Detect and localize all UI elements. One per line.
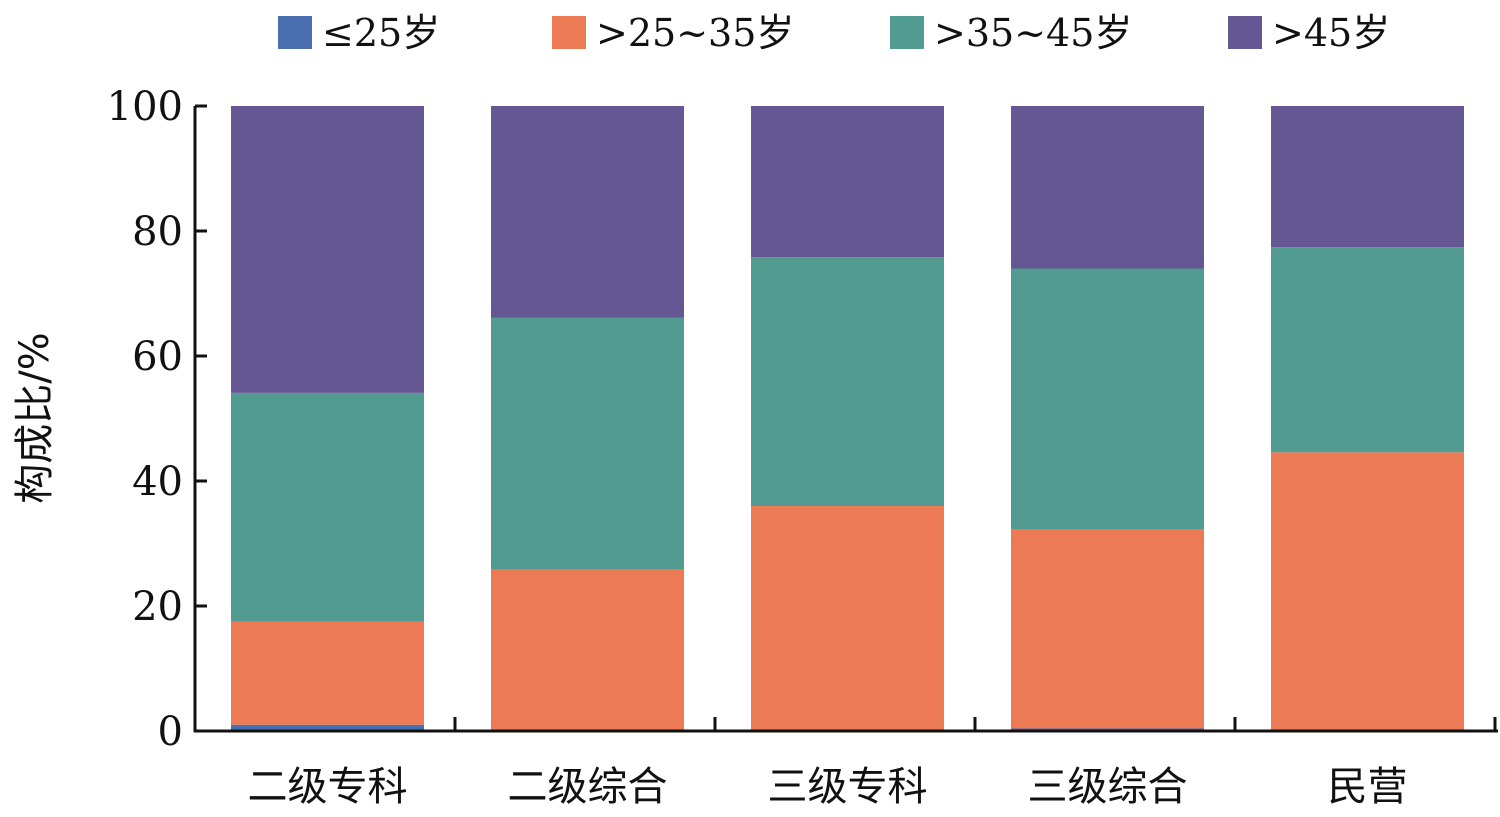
legend-label: >35~45岁 [934,11,1132,55]
bar-segment [1271,247,1464,453]
axes [193,106,1498,733]
y-tick-label: 80 [132,209,183,255]
bar-segment [491,317,684,570]
x-category-label: 二级综合 [508,764,668,810]
bar-segment [1011,529,1204,729]
y-tick-label: 0 [158,709,183,755]
bar-segment [1011,268,1204,530]
legend-swatch [890,16,924,49]
legend-label: >45岁 [1272,11,1390,55]
x-ticks: 二级专科 二级综合 三级专科 三级综合 民营 [248,717,1497,810]
legend-label: ≤25岁 [322,11,440,55]
y-tick-label: 60 [132,334,183,380]
bars [231,106,1464,731]
bar-segment [231,106,424,393]
legend-swatch [278,16,312,49]
x-category-label: 三级专科 [768,764,928,810]
bar-segment [1271,452,1464,731]
bar-segment [751,257,944,506]
x-category-label: 二级专科 [248,764,408,810]
x-category-label: 三级综合 [1028,764,1188,810]
legend-label: >25~35岁 [596,11,794,55]
legend-swatch [1228,16,1262,49]
y-tick-label: 40 [132,459,183,505]
bar-segment [1271,106,1464,248]
x-category-label: 民营 [1328,764,1408,810]
legend-swatch [552,16,586,49]
bar-segment [231,621,424,725]
bar-segment [231,392,424,622]
y-axis-label: 构成比/% [12,332,58,503]
y-tick-label: 20 [132,584,183,630]
y-tick-label: 100 [107,84,183,130]
bar-segment [1011,106,1204,269]
bar-segment [491,106,684,318]
y-ticks: 0 20 40 60 80 100 [107,84,207,755]
bar-segment [751,106,944,258]
legend: ≤25岁 >25~35岁 >35~45岁 >45岁 [278,11,1390,55]
bar-segment [231,724,424,731]
bar-segment [491,569,684,731]
bar-segment [751,506,944,731]
